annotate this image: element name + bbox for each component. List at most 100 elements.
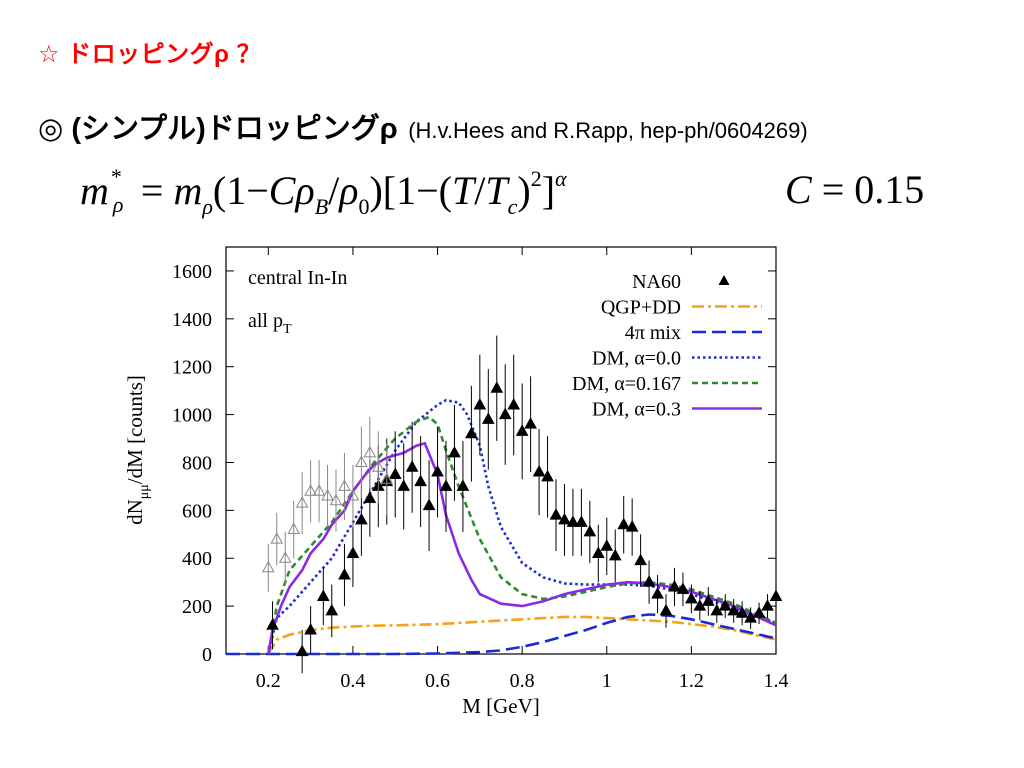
na60-point bbox=[515, 424, 529, 436]
na60-point bbox=[524, 417, 537, 429]
x-tick-label: 0.4 bbox=[340, 670, 365, 692]
legend-label: DM, α=0.3 bbox=[592, 399, 681, 421]
x-tick-label: 0.2 bbox=[256, 670, 281, 692]
open-point bbox=[261, 560, 275, 573]
curve-2 bbox=[267, 398, 777, 655]
c-symbol: C bbox=[785, 167, 812, 212]
na60-point bbox=[701, 594, 715, 606]
x-tick-label: 0.6 bbox=[425, 670, 450, 692]
x-tick-label: 1.4 bbox=[764, 670, 789, 692]
curve-1 bbox=[226, 613, 777, 656]
na60-point bbox=[591, 546, 605, 558]
na60-point bbox=[397, 479, 411, 491]
y-tick-label: 200 bbox=[182, 596, 212, 618]
na60-point bbox=[634, 553, 647, 566]
formula-m: m bbox=[173, 168, 203, 213]
na60-point bbox=[481, 412, 495, 424]
legend-label: QGP+DD bbox=[601, 297, 681, 319]
c-value: C = 0.15 bbox=[785, 166, 924, 213]
na60-point bbox=[676, 582, 690, 594]
na60-point bbox=[490, 381, 504, 393]
curves bbox=[226, 398, 777, 656]
annotation-pt: all pT bbox=[248, 310, 292, 337]
na60-point bbox=[465, 426, 478, 439]
na60-point bbox=[388, 467, 402, 479]
open-point bbox=[295, 496, 309, 508]
formula-f3: ) bbox=[517, 168, 531, 213]
na60-point bbox=[532, 465, 546, 477]
subtitle-row: ◎ (シンプル)ドロッピングρ (H.v.Hees and R.Rapp, he… bbox=[38, 105, 808, 147]
na60-point bbox=[549, 508, 563, 520]
na60-point bbox=[439, 479, 453, 491]
na60-point bbox=[735, 606, 749, 618]
na60-point bbox=[507, 397, 521, 410]
formula-square: 2 bbox=[530, 166, 542, 191]
data-points bbox=[261, 335, 783, 674]
formula-f4: ] bbox=[541, 168, 556, 213]
na60-point bbox=[718, 599, 732, 611]
axes: 0.2 0.4 0.6 0.8 1 1.2 1.4 0 200 400 600 800 1000 1200… bbox=[172, 247, 789, 692]
formula-tc-sub: c bbox=[507, 194, 518, 219]
na60-point bbox=[625, 520, 639, 532]
na60-point bbox=[659, 603, 673, 616]
formula-rho-0: ρ bbox=[339, 168, 359, 213]
x-tick-label: 1 bbox=[602, 670, 612, 692]
na60-point bbox=[541, 469, 554, 482]
na60-point bbox=[583, 524, 597, 537]
na60-point bbox=[575, 515, 588, 527]
c-number: = 0.15 bbox=[811, 167, 925, 212]
na60-point bbox=[727, 603, 741, 616]
na60-point bbox=[600, 539, 614, 551]
na60-point bbox=[448, 445, 461, 458]
x-tick-label: 1.2 bbox=[679, 670, 704, 692]
formula-slash-2: / bbox=[474, 168, 486, 213]
open-point bbox=[312, 484, 326, 496]
formula-c: C bbox=[268, 168, 296, 213]
y-tick-label: 0 bbox=[202, 644, 212, 666]
na60-point bbox=[761, 599, 774, 611]
open-point bbox=[321, 488, 334, 501]
na60-point bbox=[405, 460, 419, 472]
open-point bbox=[380, 472, 394, 484]
plot-frame bbox=[225, 246, 777, 655]
na60-point bbox=[617, 517, 631, 530]
open-point bbox=[346, 488, 360, 501]
x-tick-label: 0.8 bbox=[510, 670, 535, 692]
formula-m-sub: ρ bbox=[202, 194, 213, 219]
curve-0 bbox=[267, 615, 777, 655]
na60-point bbox=[325, 603, 339, 616]
formula-rho-b: ρ bbox=[295, 168, 315, 213]
y-tick-label: 600 bbox=[182, 500, 212, 522]
x-axis-label: M [GeV] bbox=[462, 694, 540, 718]
formula-m-star: m bbox=[80, 168, 109, 213]
formula-tc: T bbox=[485, 168, 508, 213]
na60-point bbox=[473, 397, 487, 410]
na60-point bbox=[338, 567, 351, 580]
na60-point bbox=[642, 575, 656, 587]
formula-eq: = bbox=[130, 168, 174, 213]
legend-label: NA60 bbox=[632, 271, 681, 293]
y-tick-label: 1200 bbox=[172, 357, 212, 379]
y-tick-label: 1000 bbox=[172, 405, 212, 427]
formula-f2: )[1−( bbox=[369, 168, 452, 213]
formula-f1: (1− bbox=[212, 168, 269, 213]
na60-point bbox=[608, 548, 622, 561]
open-point bbox=[304, 484, 317, 496]
na60-point bbox=[414, 474, 427, 487]
legend-marker-triangle bbox=[718, 275, 730, 285]
na60-point bbox=[355, 512, 368, 525]
na60-point bbox=[498, 407, 512, 420]
open-point bbox=[287, 522, 301, 535]
legend: QGP+DD 4π mix DM, α=0.0 DM, α=0.167 DM, α=0.… bbox=[572, 271, 762, 421]
na60-point bbox=[456, 479, 470, 491]
na60-point bbox=[363, 491, 377, 503]
formula-rho-b-sub: B bbox=[314, 194, 329, 219]
na60-point bbox=[558, 512, 571, 525]
open-point bbox=[371, 460, 385, 472]
formula-t: T bbox=[452, 168, 475, 213]
y-axis-label: dNμμ/dM [counts] bbox=[123, 375, 152, 525]
na60-point bbox=[769, 589, 783, 602]
na60-point bbox=[422, 498, 436, 511]
open-point bbox=[355, 455, 368, 467]
